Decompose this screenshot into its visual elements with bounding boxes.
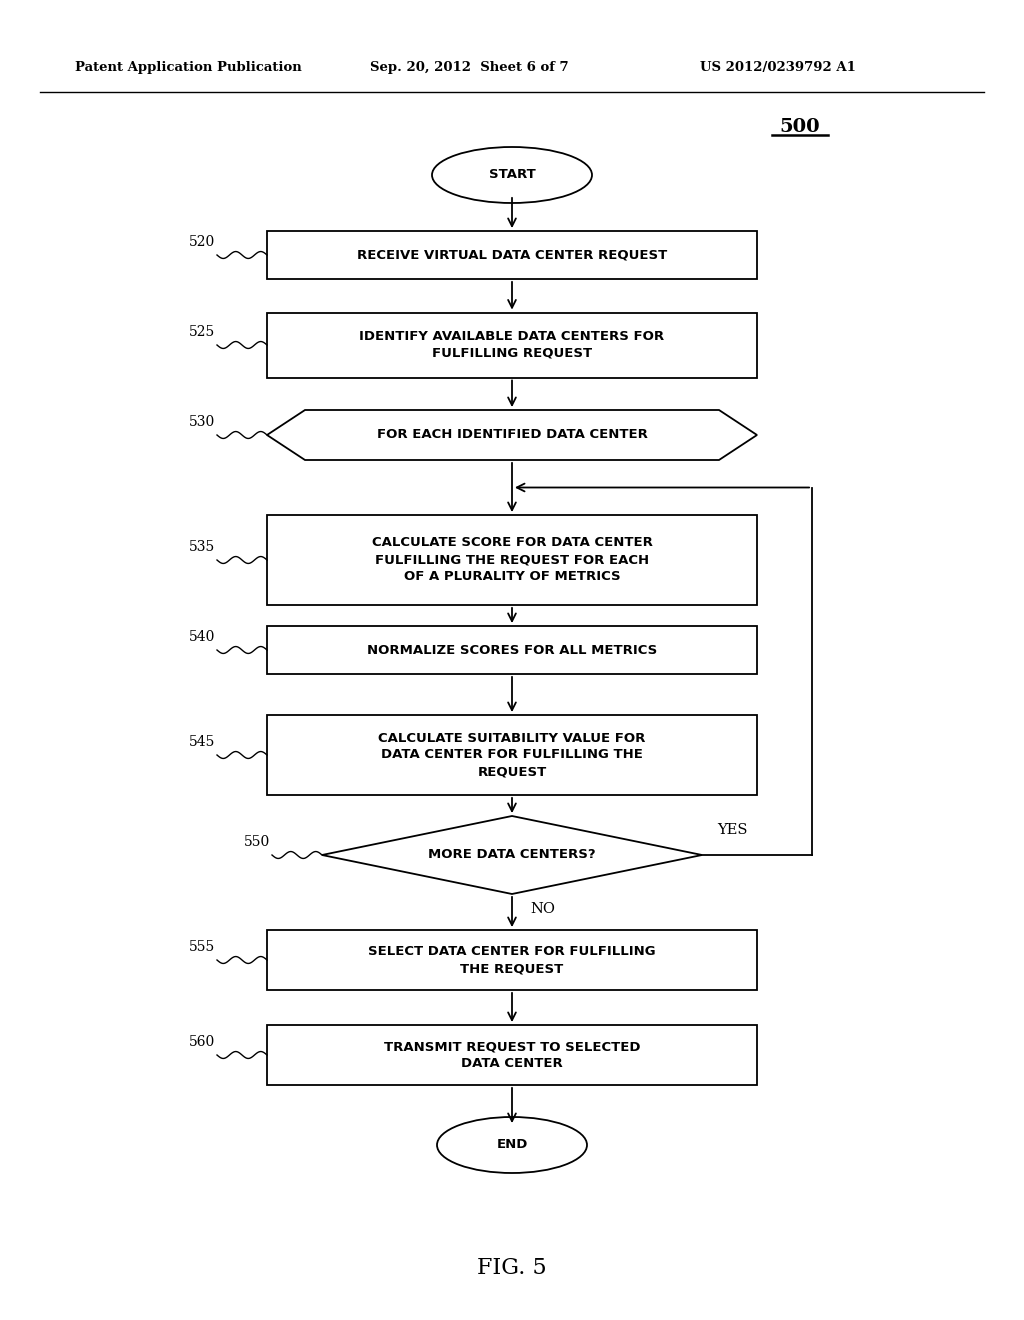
Text: END: END [497, 1138, 527, 1151]
Text: IDENTIFY AVAILABLE DATA CENTERS FOR
FULFILLING REQUEST: IDENTIFY AVAILABLE DATA CENTERS FOR FULF… [359, 330, 665, 360]
Text: START: START [488, 169, 536, 181]
FancyBboxPatch shape [267, 715, 757, 795]
Text: Sep. 20, 2012  Sheet 6 of 7: Sep. 20, 2012 Sheet 6 of 7 [370, 62, 568, 74]
Text: TRANSMIT REQUEST TO SELECTED
DATA CENTER: TRANSMIT REQUEST TO SELECTED DATA CENTER [384, 1040, 640, 1071]
FancyBboxPatch shape [267, 515, 757, 605]
Polygon shape [267, 411, 757, 459]
Text: FOR EACH IDENTIFIED DATA CENTER: FOR EACH IDENTIFIED DATA CENTER [377, 429, 647, 441]
Text: US 2012/0239792 A1: US 2012/0239792 A1 [700, 62, 856, 74]
Text: CALCULATE SUITABILITY VALUE FOR
DATA CENTER FOR FULFILLING THE
REQUEST: CALCULATE SUITABILITY VALUE FOR DATA CEN… [378, 731, 646, 779]
Text: SELECT DATA CENTER FOR FULFILLING
THE REQUEST: SELECT DATA CENTER FOR FULFILLING THE RE… [369, 945, 655, 975]
Text: YES: YES [717, 822, 748, 837]
Text: 540: 540 [188, 630, 215, 644]
FancyBboxPatch shape [267, 313, 757, 378]
Text: 555: 555 [188, 940, 215, 954]
FancyBboxPatch shape [267, 626, 757, 675]
Ellipse shape [432, 147, 592, 203]
Text: 525: 525 [188, 325, 215, 339]
Text: Patent Application Publication: Patent Application Publication [75, 62, 302, 74]
Text: MORE DATA CENTERS?: MORE DATA CENTERS? [428, 849, 596, 862]
Text: NO: NO [530, 902, 555, 916]
Text: 500: 500 [779, 117, 820, 136]
Text: 545: 545 [188, 735, 215, 748]
Text: RECEIVE VIRTUAL DATA CENTER REQUEST: RECEIVE VIRTUAL DATA CENTER REQUEST [357, 248, 667, 261]
Ellipse shape [437, 1117, 587, 1173]
FancyBboxPatch shape [267, 1026, 757, 1085]
Text: NORMALIZE SCORES FOR ALL METRICS: NORMALIZE SCORES FOR ALL METRICS [367, 644, 657, 656]
Polygon shape [322, 816, 702, 894]
Text: 530: 530 [188, 414, 215, 429]
Text: FIG. 5: FIG. 5 [477, 1257, 547, 1279]
Text: CALCULATE SCORE FOR DATA CENTER
FULFILLING THE REQUEST FOR EACH
OF A PLURALITY O: CALCULATE SCORE FOR DATA CENTER FULFILLI… [372, 536, 652, 583]
FancyBboxPatch shape [267, 231, 757, 279]
FancyBboxPatch shape [267, 931, 757, 990]
Text: 560: 560 [188, 1035, 215, 1049]
Text: 550: 550 [244, 836, 270, 849]
Text: 535: 535 [188, 540, 215, 554]
Text: 520: 520 [188, 235, 215, 249]
